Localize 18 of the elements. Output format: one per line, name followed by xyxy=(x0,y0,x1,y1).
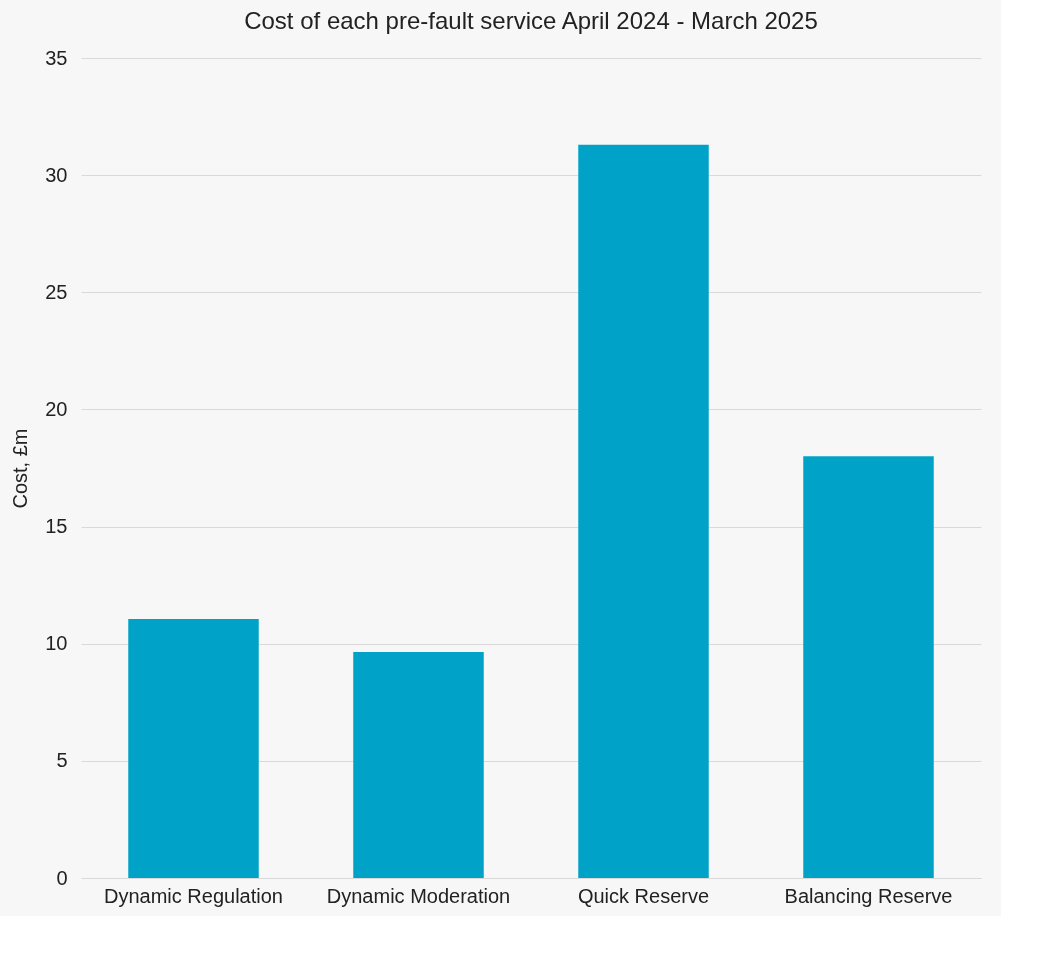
y-tick-label: 5 xyxy=(56,749,68,772)
y-tick-label: 15 xyxy=(45,515,68,538)
x-tick-label: Dynamic Regulation xyxy=(104,884,283,907)
y-tick-label: 25 xyxy=(45,280,68,303)
bar xyxy=(803,456,934,878)
bar xyxy=(128,619,259,878)
y-tick-label: 10 xyxy=(45,632,68,655)
x-tick-label: Balancing Reserve xyxy=(784,884,953,907)
y-tick-label: 0 xyxy=(56,866,68,889)
bar xyxy=(578,144,709,878)
bar xyxy=(353,651,484,878)
y-tick-label: 30 xyxy=(45,163,68,186)
x-tick-label: Dynamic Moderation xyxy=(326,884,511,907)
y-tick-label: 35 xyxy=(45,46,68,69)
x-tick-label: Quick Reserve xyxy=(577,884,710,907)
chart-title: Cost of each pre-fault service April 2024 - March 2025 xyxy=(244,7,818,34)
y-tick-label: 20 xyxy=(45,397,68,420)
y-axis-title: Cost, £m xyxy=(9,428,32,509)
